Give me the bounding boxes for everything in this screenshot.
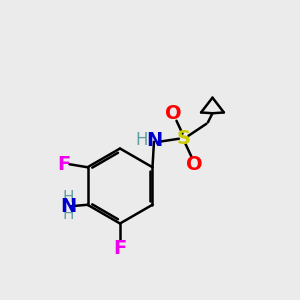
Text: O: O: [165, 104, 182, 123]
Text: H: H: [135, 131, 148, 149]
Text: F: F: [113, 238, 127, 258]
Text: H: H: [62, 207, 74, 222]
Text: H: H: [62, 190, 74, 205]
Text: S: S: [177, 129, 191, 148]
Text: N: N: [60, 197, 76, 216]
Text: N: N: [146, 131, 162, 150]
Text: O: O: [186, 155, 203, 174]
Text: F: F: [57, 155, 70, 174]
